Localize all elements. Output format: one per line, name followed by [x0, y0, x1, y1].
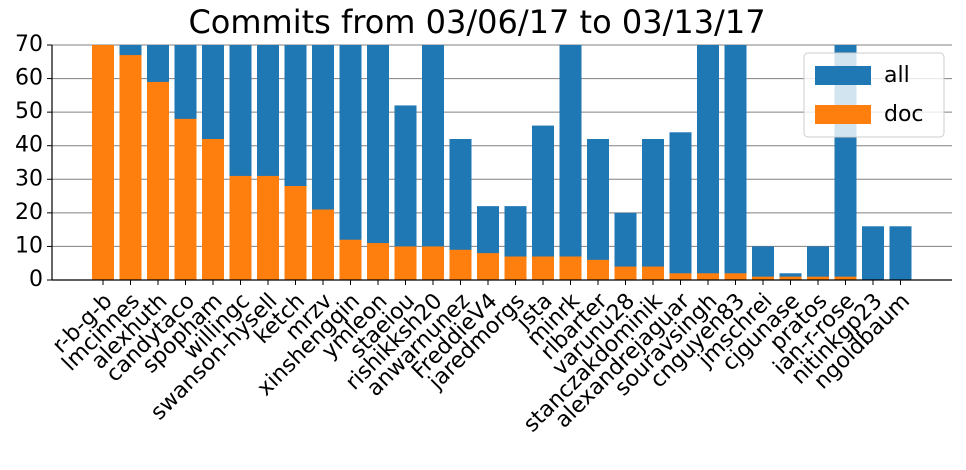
bar: [119, 55, 142, 280]
y-tick-label: 40: [15, 133, 43, 158]
bar: [807, 276, 829, 280]
bar: [642, 266, 664, 280]
y-tick-label: 30: [15, 166, 43, 191]
bar: [257, 175, 279, 280]
bar: [394, 246, 417, 280]
y-tick-label: 50: [15, 99, 43, 124]
bar: [92, 45, 114, 280]
bar: [312, 209, 334, 280]
bar: [559, 45, 582, 280]
bar: [697, 273, 719, 280]
legend-swatch: [815, 105, 871, 124]
bar: [532, 256, 554, 280]
bar: [229, 175, 252, 280]
bar: [779, 276, 802, 280]
bar: [587, 139, 609, 280]
bar: [367, 243, 389, 280]
bar: [807, 246, 829, 280]
bar: [174, 118, 197, 280]
bar: [642, 139, 664, 280]
legend: all doc: [803, 52, 945, 138]
chart-title: Commits from 03/06/17 to 03/13/17: [188, 3, 765, 41]
bar: [752, 246, 774, 280]
bar: [147, 81, 169, 280]
bar: [284, 186, 307, 280]
bar: [532, 125, 554, 280]
bar: [339, 45, 362, 280]
bar: [669, 273, 692, 280]
bar: [862, 226, 884, 280]
legend-swatch: [815, 66, 871, 85]
bar: [587, 259, 609, 280]
legend-label: doc: [884, 102, 924, 127]
bar: [614, 266, 637, 280]
bar: [477, 253, 499, 280]
bar: [339, 239, 362, 280]
y-tick-label: 0: [29, 267, 43, 292]
bar: [367, 45, 389, 280]
bar: [752, 276, 774, 280]
bar: [669, 132, 692, 280]
bar: [614, 212, 637, 280]
bar: [394, 105, 417, 280]
bar: [449, 139, 472, 280]
y-tick-label: 10: [15, 233, 43, 258]
bar: [504, 256, 527, 280]
bar: [889, 226, 912, 280]
bar: [834, 276, 857, 280]
bar: [559, 256, 582, 280]
bar: [724, 45, 747, 280]
bar: [202, 139, 224, 280]
bar: [422, 246, 444, 280]
bar: [422, 45, 444, 280]
y-tick-label: 70: [15, 32, 43, 57]
bar: [724, 273, 747, 280]
y-tick-label: 60: [15, 66, 43, 91]
bar: [449, 249, 472, 280]
bar: [697, 45, 719, 280]
legend-label: all: [884, 63, 910, 88]
y-tick-label: 20: [15, 200, 43, 225]
